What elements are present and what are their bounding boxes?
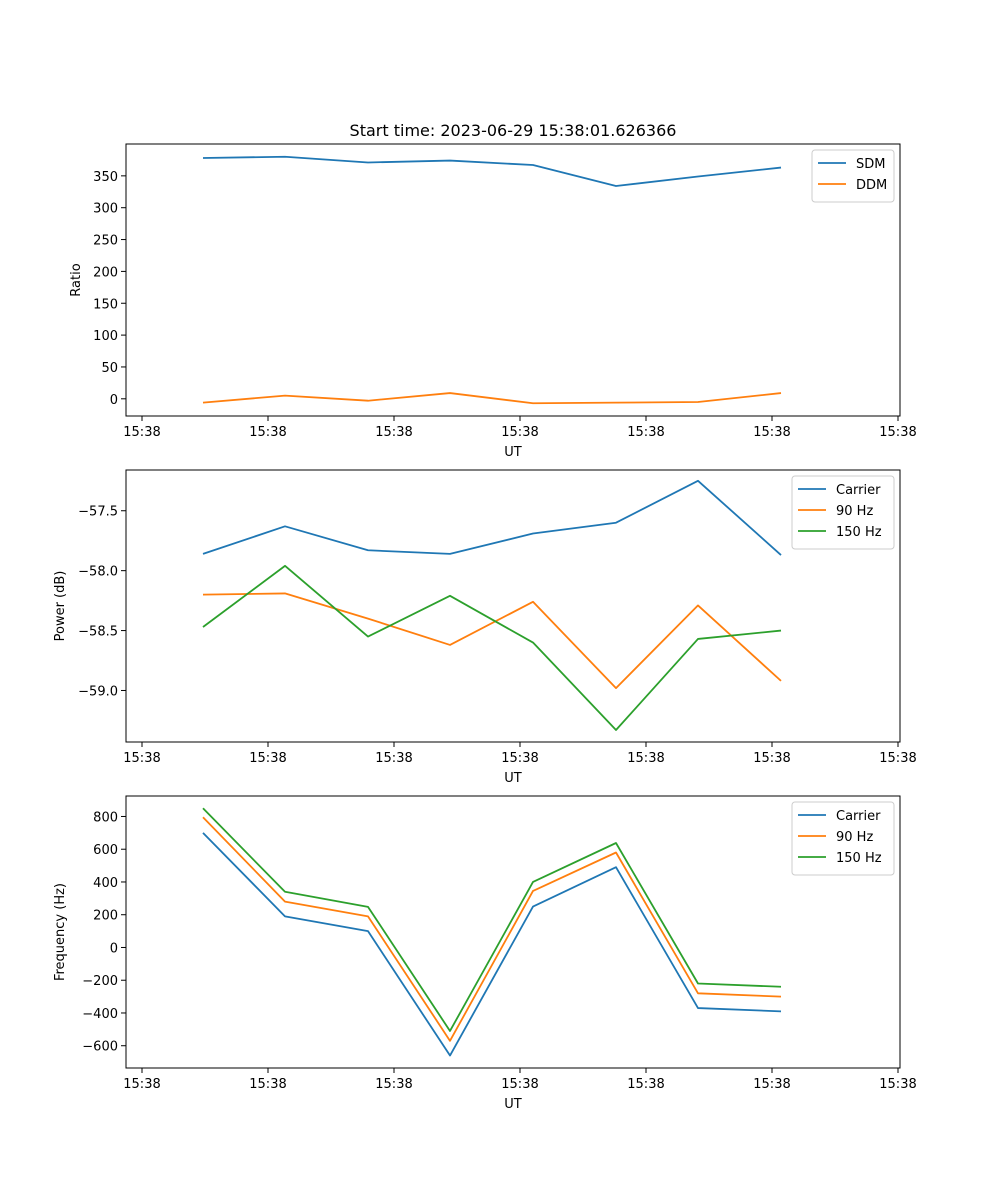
x-tick-label: 15:38 [879, 751, 916, 766]
y-tick-label: −59.0 [78, 684, 118, 699]
y-tick-label: 250 [93, 234, 118, 249]
y-tick-label: −58.0 [78, 565, 118, 580]
y-tick-label: 600 [93, 843, 118, 858]
legend: SDM DDM [811, 149, 895, 203]
x-tick-label: 15:38 [375, 751, 412, 766]
y-tick-label: −200 [82, 974, 118, 989]
series-line-sdm [202, 155, 782, 187]
x-axis-label: UT [504, 445, 522, 460]
y-tick-label: 200 [93, 265, 118, 280]
series-line-90-hz [202, 816, 782, 1042]
y-tick-label: 350 [93, 170, 118, 185]
x-tick-label: 15:38 [501, 425, 538, 440]
legend-label: Carrier [836, 483, 881, 498]
x-tick-label: 15:38 [501, 751, 538, 766]
x-tick-label: 15:38 [123, 425, 160, 440]
subplots: 15:38 15:38 15:38 15:38 15:38 15:38 15:38 0 50 10… [53, 143, 917, 1112]
legend-label: 90 Hz [836, 830, 873, 845]
legend-label: SDM [856, 157, 885, 172]
y-tick-label: 800 [93, 810, 118, 825]
y-tick-label: 400 [93, 876, 118, 891]
series-line-carrier [202, 479, 782, 556]
x-tick-label: 15:38 [753, 425, 790, 440]
y-tick-label: 150 [93, 297, 118, 312]
x-tick-label: 15:38 [375, 425, 412, 440]
legend-label: 90 Hz [836, 504, 873, 519]
y-tick-label: 200 [93, 909, 118, 924]
subplot-2: 15:38 15:38 15:38 15:38 15:38 15:38 15:38 −57.5… [53, 469, 917, 786]
y-tick-label: −600 [82, 1040, 118, 1055]
x-tick-label: 15:38 [879, 425, 916, 440]
legend-label: 150 Hz [836, 525, 882, 540]
plot-frame [125, 469, 901, 743]
x-tick-label: 15:38 [249, 751, 286, 766]
y-tick-label: 100 [93, 329, 118, 344]
x-tick-label: 15:38 [879, 1077, 916, 1092]
plot-frame [125, 143, 901, 417]
x-tick-label: 15:38 [249, 1077, 286, 1092]
y-axis-label: Power (dB) [53, 571, 68, 642]
series-line-carrier [202, 832, 782, 1057]
x-tick-label: 15:38 [501, 1077, 538, 1092]
y-tick-label: −58.5 [78, 625, 118, 640]
legend: Carrier 90 Hz 150 Hz [791, 475, 895, 550]
y-axis-label: Frequency (Hz) [53, 883, 68, 981]
y-tick-label: 0 [110, 393, 118, 408]
x-tick-label: 15:38 [627, 751, 664, 766]
x-tick-label: 15:38 [627, 425, 664, 440]
series-line-150-hz [202, 807, 782, 1032]
subplot-3: 15:38 15:38 15:38 15:38 15:38 15:38 15:38 800 60… [53, 795, 917, 1112]
y-tick-label: 300 [93, 202, 118, 217]
x-tick-label: 15:38 [123, 1077, 160, 1092]
x-tick-label: 15:38 [375, 1077, 412, 1092]
legend-label: DDM [856, 178, 887, 193]
y-tick-label: −57.5 [78, 505, 118, 520]
series-line-90-hz [202, 592, 782, 689]
x-tick-label: 15:38 [123, 751, 160, 766]
series-line-ddm [202, 392, 782, 405]
x-axis-label: UT [504, 771, 522, 786]
x-tick-label: 15:38 [753, 751, 790, 766]
subplot-1: 15:38 15:38 15:38 15:38 15:38 15:38 15:38 0 50 10… [69, 143, 917, 460]
plot-frame [125, 795, 901, 1069]
figure-title: Start time: 2023-06-29 15:38:01.626366 [350, 121, 677, 140]
x-tick-label: 15:38 [627, 1077, 664, 1092]
legend-label: Carrier [836, 809, 881, 824]
y-tick-label: 0 [110, 941, 118, 956]
series-line-150-hz [202, 564, 782, 731]
legend: Carrier 90 Hz 150 Hz [791, 801, 895, 876]
legend-label: 150 Hz [836, 851, 882, 866]
y-tick-label: −400 [82, 1007, 118, 1022]
x-tick-label: 15:38 [753, 1077, 790, 1092]
x-tick-label: 15:38 [249, 425, 286, 440]
y-axis-label: Ratio [69, 263, 84, 296]
y-tick-label: 50 [101, 361, 118, 376]
x-axis-label: UT [504, 1097, 522, 1112]
